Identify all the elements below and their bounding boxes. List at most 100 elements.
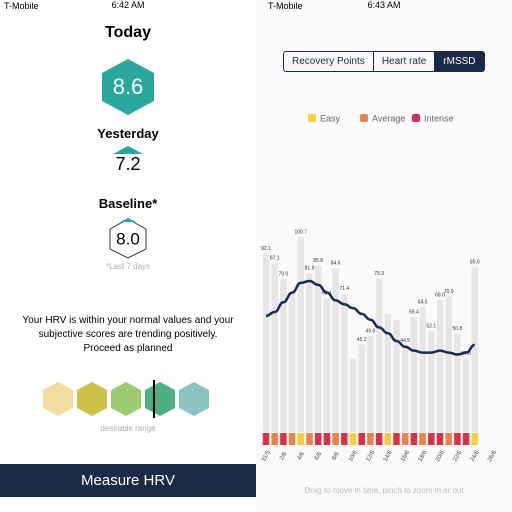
intensity-square: [410, 433, 418, 445]
bar: [393, 319, 400, 432]
left-panel: T-Mobile 6:42 AM Today 8.6 Yesterday 7.2…: [0, 0, 256, 497]
tab[interactable]: Recovery Points: [292, 56, 365, 67]
intensity-square: [306, 433, 313, 445]
x-tick-label: 6/6: [314, 451, 324, 462]
value-label: 49.6: [366, 328, 376, 334]
intensity-square: [314, 433, 322, 445]
intensity-square: [436, 433, 444, 445]
x-tick-label: 16/6: [400, 449, 411, 463]
intensity-square: [428, 433, 435, 445]
intensity-square: [401, 433, 409, 445]
bar: [419, 307, 426, 432]
intensity-square: [262, 433, 270, 445]
value-label: 79.3: [374, 271, 384, 277]
x-tick-label: 10/6: [348, 449, 359, 463]
bar: [445, 296, 452, 432]
bar: [306, 273, 313, 432]
yesterday-value: 7.2: [115, 154, 141, 174]
intensity-square: [367, 433, 374, 445]
x-tick-label: 8/6: [331, 451, 341, 462]
tabs: Recovery Points Heart rate rMSSD: [283, 51, 485, 72]
x-tick-label: 14/6: [383, 449, 394, 463]
tab[interactable]: rMSSD: [434, 52, 484, 71]
value-label: 81.9: [305, 266, 315, 272]
value-label: 85.8: [313, 258, 323, 264]
x-tick-label: 20/6: [435, 449, 446, 463]
bar: [410, 316, 418, 432]
intensity-square: [297, 433, 305, 445]
time: 6:43 AM: [367, 0, 401, 10]
measure-button[interactable]: Measure HRV: [0, 464, 256, 497]
intensity-square: [454, 433, 461, 445]
bar: [428, 331, 435, 432]
value-label: 64.5: [418, 299, 428, 305]
carrier: T-Mobile: [4, 1, 39, 11]
intensity-square: [445, 433, 452, 445]
value-label: 79.0: [279, 271, 289, 277]
legend-swatch: [412, 114, 420, 122]
bar: [471, 267, 479, 432]
legend-label: Easy: [320, 113, 341, 123]
triangle: [113, 146, 143, 154]
trend-line: [265, 279, 476, 356]
today-value: 8.6: [113, 74, 144, 99]
intensity-square: [384, 433, 392, 445]
value-label: 87.1: [270, 256, 280, 262]
value-label: 52.1: [426, 323, 436, 329]
today-hex: 8.6: [102, 59, 154, 115]
x-tick-label: 24/6: [470, 449, 481, 463]
tab[interactable]: Heart rate: [372, 52, 434, 71]
value-label: 50.8: [453, 326, 463, 332]
intensity-square: [375, 433, 383, 445]
bar: [358, 344, 365, 432]
x-tick-label: 12/6: [365, 449, 376, 463]
bar: [262, 253, 270, 432]
baseline-label: Baseline*: [98, 196, 158, 211]
baseline-note: *Last 7 days: [105, 262, 151, 271]
right-panel: T-Mobile 6:43 AM Recovery Points Heart ra…: [256, 0, 512, 512]
message: Your HRV is within your normal values an…: [22, 315, 234, 354]
x-tick-label: 26/6: [487, 449, 498, 463]
value-label: 70.0: [444, 289, 454, 295]
carrier: T-Mobile: [268, 1, 303, 11]
intensity-square: [280, 433, 287, 445]
intensity-square: [332, 433, 339, 445]
value-label: 68.0: [435, 293, 445, 299]
value-label: 92.1: [261, 246, 271, 252]
value-label: 84.6: [331, 261, 341, 267]
bar: [314, 265, 322, 432]
legend-label: Average: [372, 113, 405, 123]
bar: [271, 263, 278, 432]
yesterday-label: Yesterday: [97, 126, 159, 141]
intensity-square: [471, 433, 479, 445]
value-label: 59.4: [409, 309, 419, 315]
bar: [323, 298, 331, 432]
legend-label: Intense: [424, 113, 454, 123]
value-label: 44.5: [400, 338, 410, 344]
bar: [349, 358, 357, 432]
x-tick-label: 22/6: [452, 449, 463, 463]
time: 6:42 AM: [111, 0, 145, 10]
bar: [280, 279, 287, 432]
intensity-square: [393, 433, 400, 445]
range-scale: [43, 380, 209, 418]
value-label: 45.2: [357, 337, 367, 343]
intensity-square: [419, 433, 426, 445]
baseline-value: 8.0: [116, 229, 140, 248]
bar: [367, 335, 374, 432]
intensity-square: [358, 433, 365, 445]
legend-swatch: [360, 114, 368, 122]
intensity-square: [349, 433, 357, 445]
value-label: 100.7: [295, 229, 308, 235]
intensity-square: [341, 433, 348, 445]
bar: [454, 333, 461, 432]
value-label: 37.8: [461, 351, 471, 357]
legend-swatch: [308, 114, 316, 122]
x-tick-label: 31/5: [261, 449, 272, 463]
range-label: desirable range: [100, 424, 156, 433]
intensity-square: [288, 433, 296, 445]
value-label: 85.0: [470, 260, 480, 266]
bar: [375, 278, 383, 432]
bar: [436, 300, 444, 432]
